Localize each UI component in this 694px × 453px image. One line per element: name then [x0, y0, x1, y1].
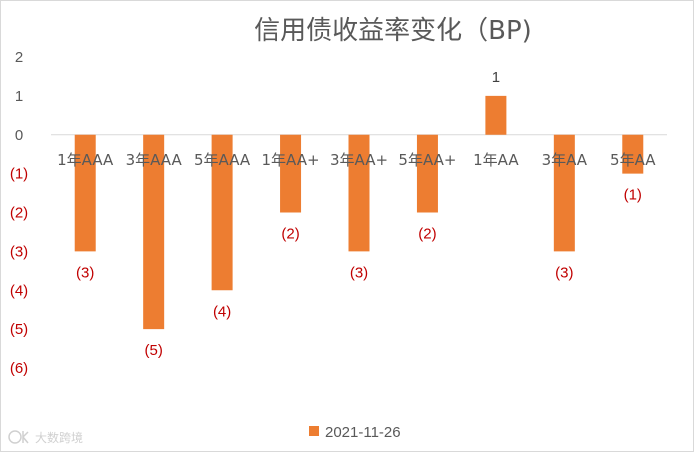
bar: [553, 134, 575, 252]
y-tick-label: (2): [10, 205, 28, 222]
category-label: 1年AA: [473, 151, 519, 169]
logo-icon: [8, 430, 29, 444]
data-label: (1): [624, 187, 642, 204]
category-label: 3年AA: [542, 151, 588, 169]
bar: [211, 134, 233, 291]
legend-swatch: [309, 426, 319, 436]
watermark-text: 大数跨境: [35, 430, 83, 445]
data-label: (3): [555, 264, 573, 281]
category-label: 3年AA+: [330, 151, 388, 169]
category-label: 5年AAA: [194, 151, 251, 169]
data-label: (3): [76, 264, 94, 281]
bar: [485, 95, 507, 135]
bar: [348, 134, 370, 252]
category-label: 1年AA+: [262, 151, 320, 169]
y-tick-label: 2: [15, 49, 23, 66]
y-tick-label: 1: [15, 88, 23, 105]
y-axis: 2 1 0 (1) (2) (3) (4) (5) (6): [10, 49, 28, 377]
bar: [143, 134, 165, 330]
y-tick-label: (5): [10, 321, 28, 338]
data-labels-group: (3) (5) (4) (2) (3) (2) 1 (3) (1): [76, 69, 642, 359]
category-label: 1年AAA: [57, 151, 114, 169]
bar: [280, 134, 302, 213]
category-label: 5年AA: [610, 151, 656, 169]
data-label: (4): [213, 303, 231, 320]
category-label: 3年AAA: [126, 151, 183, 169]
y-tick-label: (4): [10, 282, 28, 299]
category-label: 5年AA+: [398, 151, 456, 169]
bar: [416, 134, 438, 213]
bars-group: [74, 95, 644, 330]
watermark: 大数跨境: [8, 430, 83, 445]
bar: [622, 134, 644, 174]
x-axis: 1年AAA 3年AAA 5年AAA 1年AA+ 3年AA+ 5年AA+ 1年AA 3年AA 5年…: [57, 151, 656, 169]
data-label: (2): [418, 226, 436, 243]
chart-title: 信用债收益率变化（BP): [254, 16, 532, 46]
y-tick-label: (3): [10, 243, 28, 260]
legend-label: 2021-11-26: [325, 424, 401, 441]
data-label: 1: [492, 69, 500, 86]
data-label: (5): [144, 342, 162, 359]
y-tick-label: (1): [10, 166, 28, 183]
data-label: (2): [281, 226, 299, 243]
data-label: (3): [350, 264, 368, 281]
legend: 2021-11-26: [309, 424, 401, 441]
y-tick-label: (6): [10, 360, 28, 377]
y-tick-label: 0: [15, 127, 23, 144]
bar: [74, 134, 96, 252]
